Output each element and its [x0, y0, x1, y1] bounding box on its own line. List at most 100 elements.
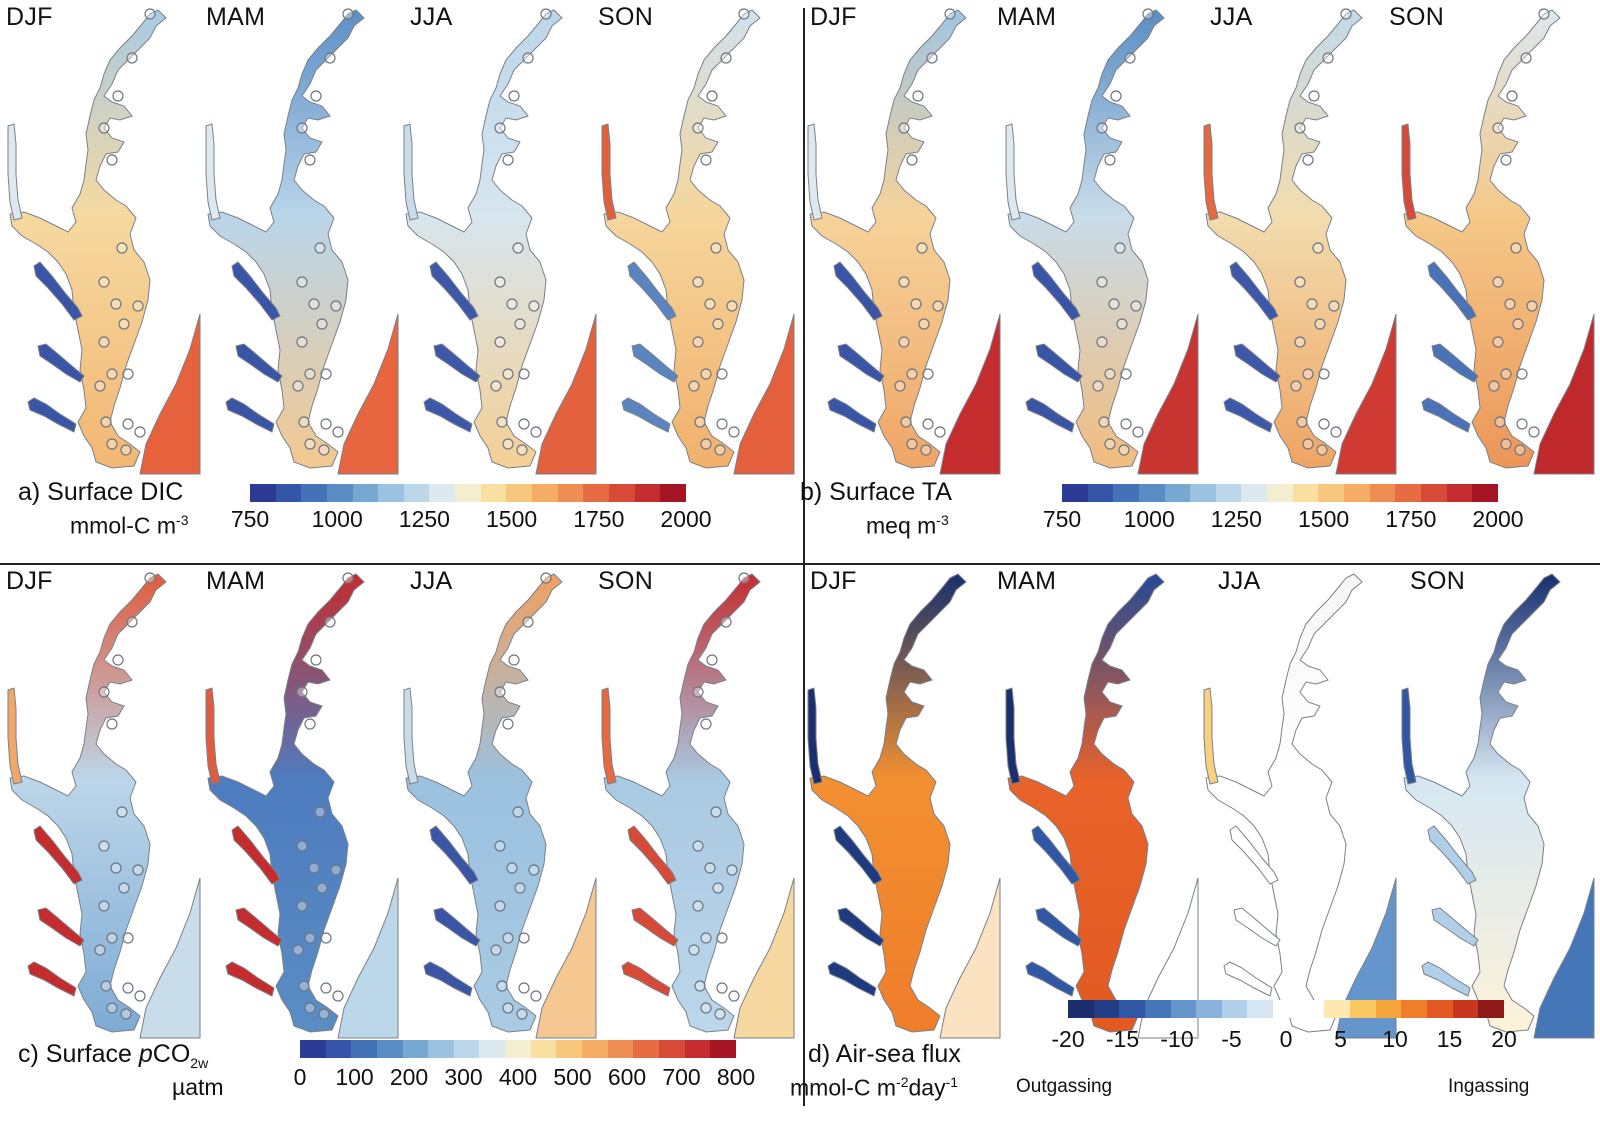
- station-marker: [110, 298, 122, 310]
- western-tributary: [807, 687, 823, 785]
- colorbar-segment: [556, 1040, 583, 1058]
- colorbar-segment: [1221, 1000, 1248, 1018]
- colorbar-segment: [453, 1040, 480, 1058]
- colorbar-segment: [1324, 1000, 1351, 1018]
- tributary-2: [1035, 343, 1083, 383]
- station-marker: [496, 416, 508, 428]
- station-marker: [1322, 52, 1334, 64]
- station-marker: [298, 416, 310, 428]
- station-marker: [714, 444, 726, 456]
- tributary-3: [27, 397, 77, 433]
- colorbar-tick-label: 800: [716, 1064, 756, 1090]
- season-label-mam: MAM: [997, 567, 1057, 595]
- map-son: [601, 8, 795, 475]
- station-marker: [728, 990, 740, 1002]
- ocean-region: [1137, 313, 1199, 475]
- tributary-1: [429, 261, 479, 321]
- station-marker: [1494, 416, 1506, 428]
- colorbar-segment: [455, 484, 481, 502]
- station-marker: [516, 444, 528, 456]
- colorbar-tick-label: 300: [444, 1064, 483, 1090]
- station-marker: [296, 276, 308, 288]
- station-marker: [1318, 418, 1330, 430]
- station-marker: [304, 718, 316, 730]
- station-marker: [898, 336, 910, 348]
- vertical-divider: [803, 8, 805, 1106]
- station-marker: [506, 862, 518, 874]
- colorbar-segment: [376, 1040, 403, 1058]
- station-marker: [694, 416, 706, 428]
- map-son: [601, 572, 795, 1039]
- colorbar-segment: [429, 484, 456, 502]
- station-marker: [1306, 298, 1318, 310]
- estuary-main-stem: [1403, 573, 1561, 1033]
- ocean-region: [139, 313, 201, 475]
- colorbar-tick-label: 200: [389, 1064, 429, 1090]
- station-marker: [508, 90, 520, 102]
- station-marker: [712, 318, 724, 330]
- station-marker: [318, 444, 330, 456]
- ocean-region: [1533, 877, 1595, 1039]
- station-marker: [1130, 300, 1142, 312]
- station-marker: [98, 122, 110, 134]
- station-marker: [1340, 8, 1352, 20]
- colorbar-tick-label: 1250: [1210, 506, 1262, 532]
- station-marker: [1516, 418, 1528, 430]
- season-label-jja: JJA: [410, 3, 453, 31]
- station-marker: [1328, 300, 1340, 312]
- tributary-2: [1431, 343, 1479, 383]
- colorbar-segment: [1420, 484, 1447, 502]
- station-marker: [522, 52, 534, 64]
- colorbar-segment: [1170, 1000, 1197, 1018]
- tributary-2: [837, 907, 885, 947]
- station-marker: [304, 1002, 316, 1014]
- tributary-2: [235, 907, 283, 947]
- station-marker: [508, 654, 520, 666]
- colorbar-segment: [582, 1040, 608, 1058]
- station-marker: [1296, 416, 1308, 428]
- station-marker: [1492, 122, 1504, 134]
- colorbar-segment: [658, 1040, 685, 1058]
- colorbar-segment: [1267, 484, 1293, 502]
- colorbar-tick-label: 700: [662, 1064, 701, 1090]
- station-marker: [906, 438, 918, 450]
- panel-title: d) Air-sea flux: [808, 1040, 961, 1068]
- colorbar-tick-label: 100: [335, 1064, 374, 1090]
- colorbar-segment: [1093, 1000, 1120, 1018]
- colorbar: [1062, 484, 1498, 502]
- station-marker: [912, 90, 924, 102]
- western-tributary: [807, 123, 823, 221]
- colorbar-segment: [403, 484, 430, 502]
- station-marker: [1098, 416, 1110, 428]
- season-label-jja: JJA: [1210, 3, 1253, 31]
- western-tributary: [1401, 123, 1417, 221]
- station-marker: [716, 932, 728, 944]
- western-tributary: [601, 687, 617, 785]
- station-marker: [134, 990, 146, 1002]
- western-tributary: [7, 123, 23, 221]
- colorbar-segment: [275, 484, 302, 502]
- station-marker: [522, 616, 534, 628]
- station-marker: [700, 932, 712, 944]
- colorbar-tick-label: 0: [293, 1064, 307, 1090]
- station-marker: [296, 900, 308, 912]
- colorbar-segment: [402, 1040, 429, 1058]
- estuary-main-stem: [603, 573, 761, 1033]
- panel-title: b) Surface TA: [800, 478, 952, 506]
- station-marker: [738, 8, 750, 20]
- map-djf: [807, 573, 1001, 1039]
- station-marker: [1510, 242, 1522, 254]
- colorbar-tick-label: 750: [1042, 506, 1082, 532]
- panel-unit: µatm: [172, 1074, 224, 1100]
- station-marker: [494, 276, 506, 288]
- station-marker: [1516, 368, 1528, 380]
- tributary-2: [235, 343, 283, 383]
- station-marker: [342, 572, 354, 584]
- station-marker: [710, 242, 722, 254]
- colorbar-segment: [660, 484, 686, 502]
- station-marker: [1302, 154, 1314, 166]
- station-marker: [120, 1008, 132, 1020]
- station-marker: [1500, 154, 1512, 166]
- estuary-main-stem: [207, 9, 365, 469]
- station-marker: [304, 438, 316, 450]
